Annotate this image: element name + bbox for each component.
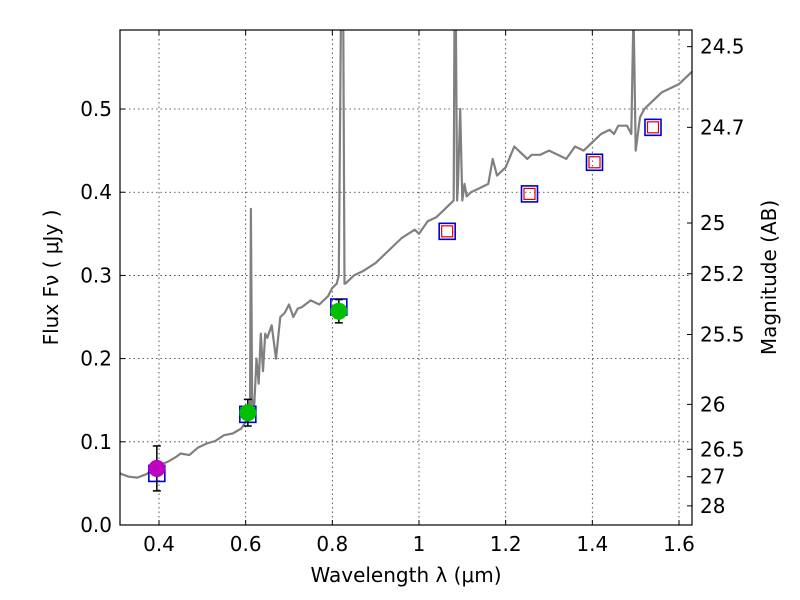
model-point-square bbox=[438, 222, 456, 241]
right-axis-title: Magnitude (AB) bbox=[757, 200, 781, 355]
y-tick-label: 0.1 bbox=[80, 430, 112, 454]
y-tick-label: 0.3 bbox=[80, 263, 112, 287]
x-tick-label: 0.8 bbox=[316, 532, 348, 556]
model-point-square bbox=[520, 185, 539, 203]
model-point-inner bbox=[646, 121, 660, 134]
model-points-layer bbox=[148, 118, 662, 483]
x-tick-label: 1.6 bbox=[663, 532, 695, 556]
right-tick-label: 26.5 bbox=[700, 437, 745, 461]
x-tick-label: 1.2 bbox=[490, 532, 522, 556]
model-point-square bbox=[644, 118, 662, 137]
model-point-inner bbox=[588, 156, 601, 169]
right-tick-label: 25.2 bbox=[700, 262, 745, 286]
right-tick-label: 25 bbox=[700, 211, 725, 235]
right-tick-label: 28 bbox=[700, 494, 725, 518]
y-axis-ticks: 0.0 0.1 0.2 0.3 0.4 0.5 bbox=[80, 97, 125, 537]
x-tick-label: 1.4 bbox=[576, 532, 608, 556]
photometry-point bbox=[148, 459, 166, 477]
y-axis-title: Flux Fν ( μJy ) bbox=[39, 210, 63, 346]
x-axis-ticks: 0.4 0.6 0.8 1 1.2 1.4 1.6 bbox=[143, 30, 695, 556]
model-point-inner bbox=[441, 225, 454, 238]
right-tick-label: 27 bbox=[700, 465, 725, 489]
y-tick-label: 0.2 bbox=[80, 347, 112, 371]
y-tick-label: 0.4 bbox=[80, 180, 112, 204]
spectrum-layer bbox=[120, 30, 692, 479]
photometry-point bbox=[330, 302, 348, 320]
y-tick-label: 0.5 bbox=[80, 97, 112, 121]
model-point-square bbox=[585, 153, 604, 172]
y-tick-label: 0.0 bbox=[80, 513, 112, 537]
photometry-point bbox=[239, 404, 257, 422]
plot-frame bbox=[119, 29, 693, 526]
x-tick-label: 0.4 bbox=[143, 532, 175, 556]
right-axis-ticks: 24.5 24.7 25 25.2 25.5 26 26.5 27 28 bbox=[687, 35, 745, 518]
grid-lines bbox=[120, 30, 692, 525]
right-tick-label: 25.5 bbox=[700, 322, 745, 346]
right-tick-label: 24.7 bbox=[700, 115, 745, 139]
photometry-layer bbox=[148, 298, 348, 492]
model-point-inner bbox=[523, 187, 536, 200]
spectrum-line bbox=[120, 30, 692, 479]
right-tick-label: 26 bbox=[700, 392, 725, 416]
x-axis-title: Wavelength λ (μm) bbox=[310, 563, 501, 587]
x-tick-label: 1 bbox=[413, 532, 426, 556]
right-tick-label: 24.5 bbox=[700, 35, 745, 59]
x-tick-label: 0.6 bbox=[230, 532, 262, 556]
